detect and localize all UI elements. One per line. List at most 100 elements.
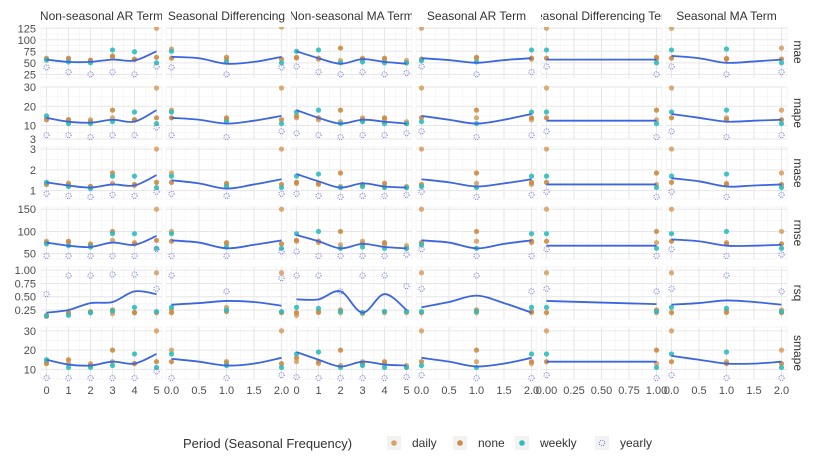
data-point-yearly <box>337 133 344 141</box>
legend-marker <box>519 440 525 446</box>
data-point-weekly <box>543 109 550 115</box>
data-point-yearly <box>153 368 160 375</box>
data-point-daily <box>668 270 675 276</box>
x-tick-label: 1.0 <box>219 385 234 397</box>
panel-rmse-5 <box>665 206 788 260</box>
data-point-weekly <box>359 362 366 369</box>
data-point-daily <box>668 206 675 212</box>
data-point-yearly <box>668 285 675 292</box>
data-point-daily <box>778 170 785 176</box>
smooth-line <box>421 178 532 188</box>
panel-mase-5 <box>665 146 788 201</box>
data-point-yearly <box>109 271 116 278</box>
data-point-yearly <box>778 191 785 198</box>
panel-mae-4 <box>540 25 663 79</box>
data-point-none <box>109 53 116 59</box>
panel-rsq-5 <box>665 266 788 320</box>
data-point-yearly <box>278 275 285 282</box>
data-point-yearly <box>109 68 116 76</box>
data-point-none <box>381 239 388 246</box>
data-point-yearly <box>153 188 160 195</box>
x-tick-label: 1.5 <box>746 385 761 397</box>
data-point-none <box>278 360 285 367</box>
data-point-none <box>109 347 116 353</box>
data-point-yearly <box>43 132 50 139</box>
data-point-none <box>293 355 300 361</box>
panel-rsq-3 <box>415 266 538 320</box>
data-point-weekly <box>418 308 425 315</box>
panel-rmse-3 <box>415 206 538 260</box>
y-tick-label: 0.25 <box>15 305 36 317</box>
data-point-weekly <box>653 245 660 251</box>
data-point-none <box>153 237 160 243</box>
smooth-line <box>171 115 282 125</box>
data-point-yearly <box>528 288 535 295</box>
data-point-weekly <box>723 228 730 235</box>
data-point-daily <box>473 115 480 121</box>
data-point-yearly <box>153 285 160 292</box>
data-point-none <box>65 55 72 61</box>
y-tick-label: 50 <box>24 249 36 261</box>
data-point-yearly <box>528 374 535 382</box>
data-point-yearly <box>653 71 660 78</box>
data-point-daily <box>153 206 160 212</box>
data-point-yearly <box>168 64 175 71</box>
data-point-weekly <box>653 60 660 66</box>
data-point-yearly <box>418 63 425 70</box>
data-point-daily <box>418 206 425 212</box>
data-point-none <box>293 113 300 119</box>
y-tick-label: 125 <box>18 23 36 35</box>
data-point-weekly <box>131 304 138 310</box>
data-point-none <box>293 179 300 185</box>
data-point-weekly <box>723 171 730 177</box>
data-point-daily <box>543 206 550 212</box>
data-point-weekly <box>168 304 175 310</box>
data-point-weekly <box>109 362 116 369</box>
data-point-none <box>278 117 285 123</box>
panel-mape-3 <box>415 85 538 141</box>
data-point-yearly <box>153 124 160 131</box>
data-point-yearly <box>543 372 550 379</box>
data-point-none <box>381 180 388 186</box>
column-strip-bg <box>416 3 537 27</box>
data-point-daily <box>668 25 675 31</box>
column-strip-label: Seasonal Differencing <box>168 9 285 23</box>
y-tick-label: 100 <box>18 226 36 238</box>
data-point-yearly <box>653 193 660 201</box>
data-point-yearly <box>359 252 366 259</box>
data-point-none <box>723 56 730 62</box>
y-tick-label: 30 <box>24 82 36 94</box>
x-tick-label: 1.5 <box>496 385 511 397</box>
y-tick-label: 3 <box>30 134 36 146</box>
data-point-yearly <box>315 192 322 199</box>
legend-marker <box>598 439 606 447</box>
row-strip-label: mape <box>791 98 805 128</box>
data-point-weekly <box>653 364 660 371</box>
smooth-line <box>171 178 282 190</box>
data-point-weekly <box>153 184 160 191</box>
data-point-yearly <box>65 272 72 279</box>
data-point-weekly <box>778 60 785 66</box>
panels-layer <box>40 24 788 382</box>
data-point-yearly <box>87 252 94 259</box>
data-point-weekly <box>418 183 425 190</box>
data-point-weekly <box>359 244 366 250</box>
data-point-weekly <box>109 231 116 237</box>
smooth-line <box>171 239 282 250</box>
data-point-yearly <box>337 288 344 295</box>
x-tick-label: 2 <box>337 385 343 397</box>
data-point-none <box>337 107 344 113</box>
data-point-none <box>528 179 535 185</box>
data-point-yearly <box>278 372 285 379</box>
data-point-yearly <box>403 130 410 137</box>
data-point-yearly <box>543 128 550 135</box>
data-point-daily <box>778 228 785 235</box>
data-point-yearly <box>87 272 94 279</box>
data-point-weekly <box>278 364 285 371</box>
data-point-yearly <box>403 251 410 258</box>
data-point-yearly <box>473 252 480 259</box>
data-point-yearly <box>315 374 322 382</box>
data-point-weekly <box>315 107 322 113</box>
data-point-weekly <box>359 183 366 190</box>
smooth-line <box>671 113 782 123</box>
